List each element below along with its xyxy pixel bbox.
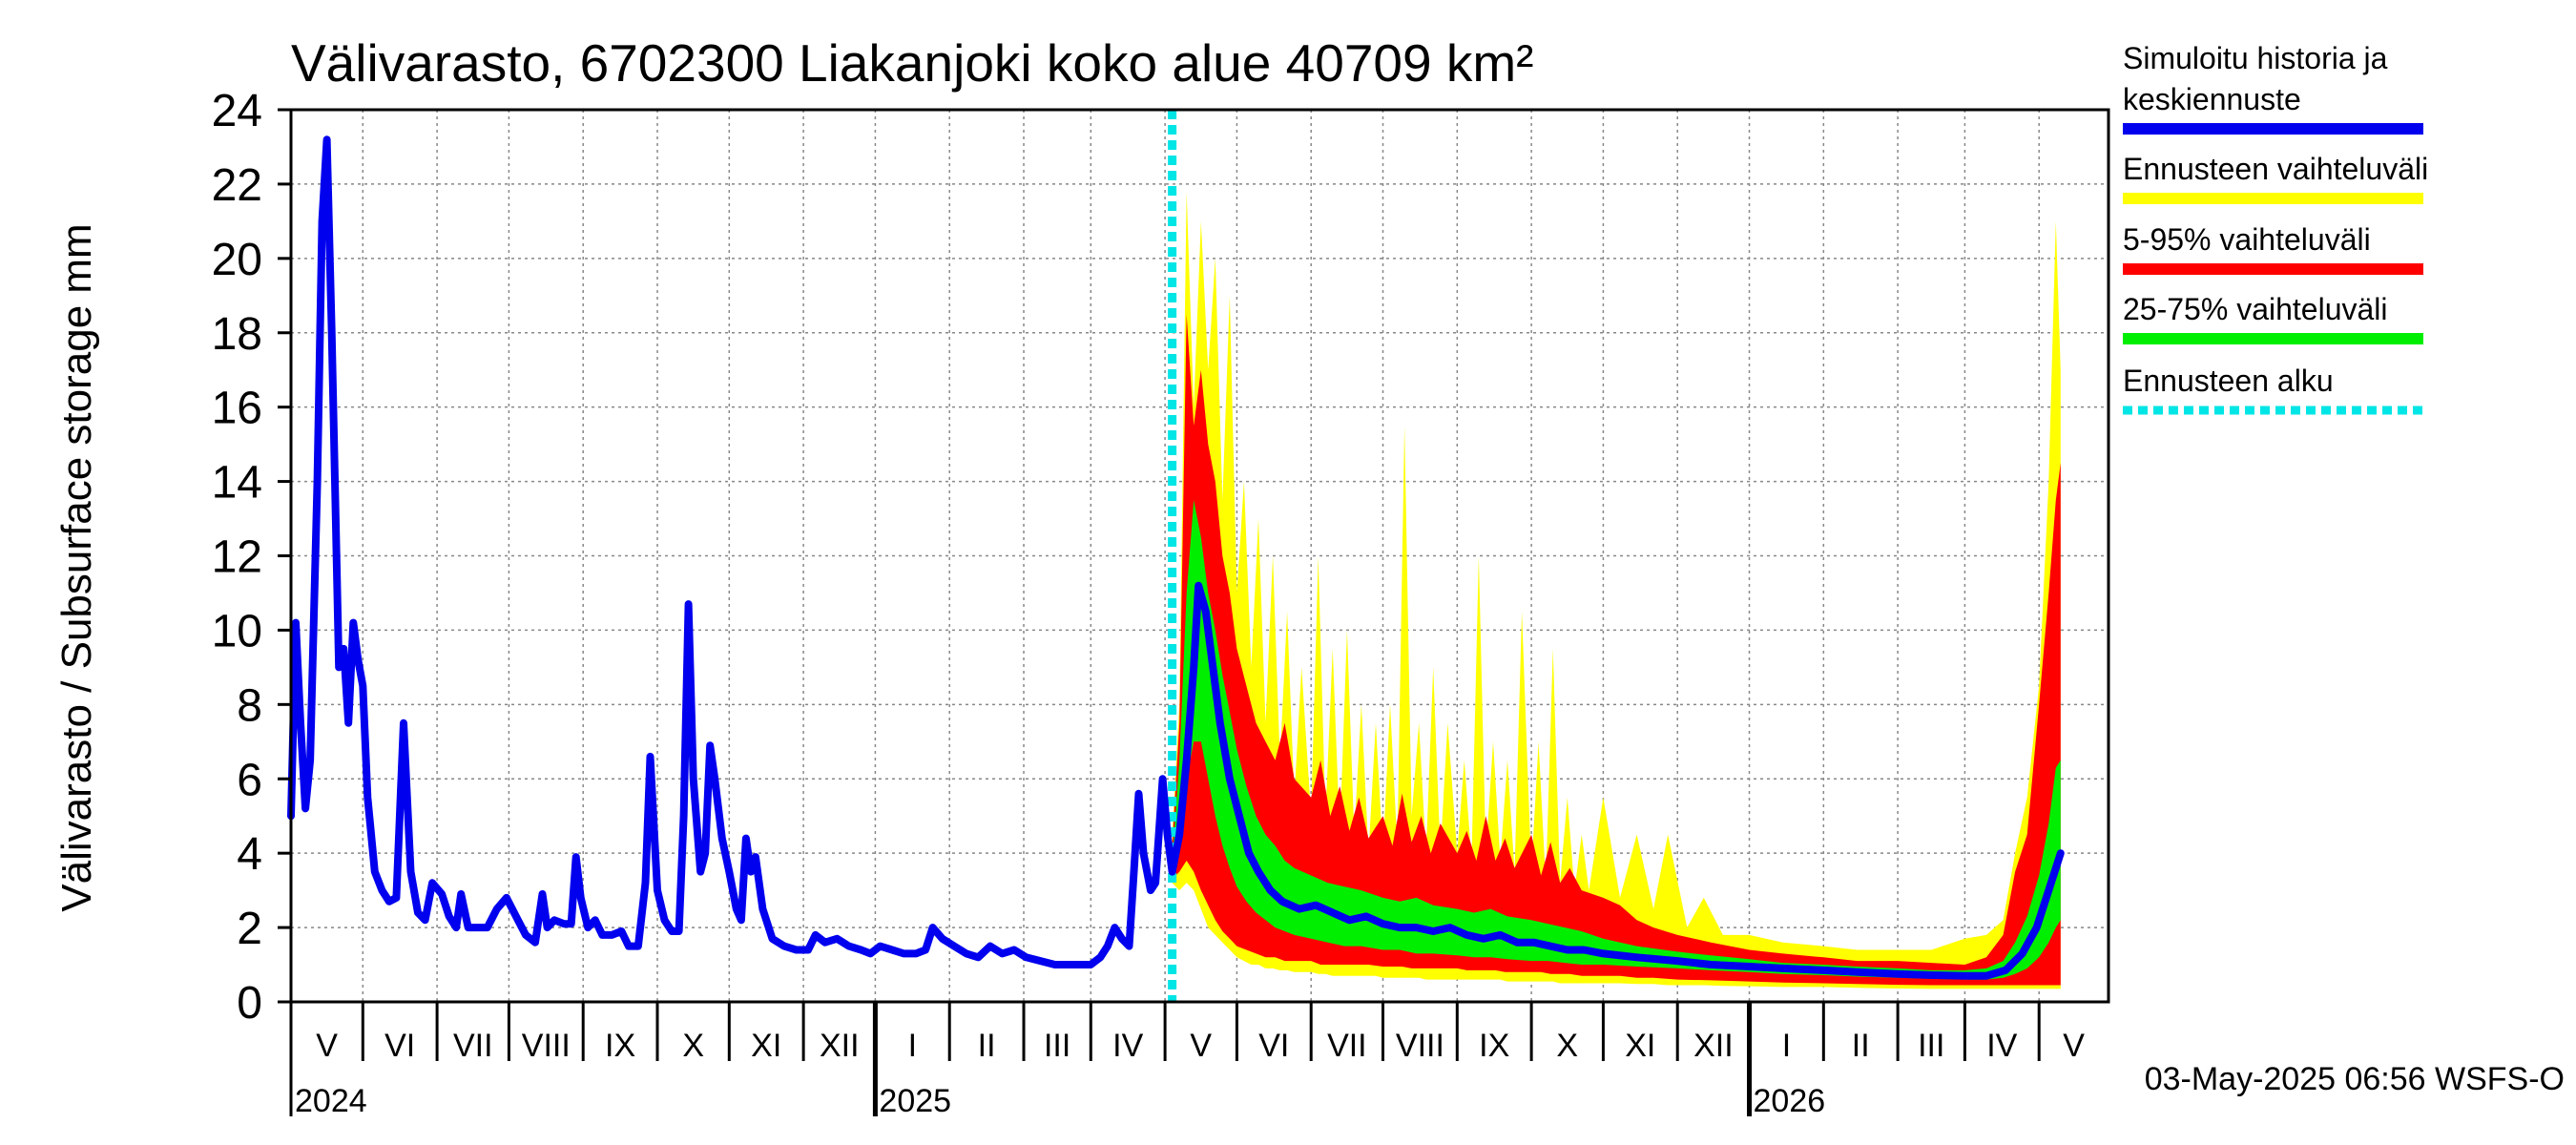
month-label: X <box>1556 1028 1578 1064</box>
y-tick-label: 14 <box>212 458 262 509</box>
month-label: IX <box>1479 1028 1509 1064</box>
month-label: V <box>316 1028 338 1064</box>
footer-timestamp: 03-May-2025 06:56 WSFS-O <box>2145 1061 2565 1097</box>
median-line <box>287 135 2065 980</box>
legend-label: keskiennuste <box>2123 82 2301 116</box>
month-label: XII <box>1693 1028 1734 1064</box>
y-tick-label: 0 <box>237 978 262 1029</box>
month-label: IV <box>1112 1028 1143 1064</box>
month-label: XI <box>751 1028 781 1064</box>
legend-label: Ennusteen vaihteluväli <box>2123 152 2428 186</box>
y-tick-label: 12 <box>212 532 262 583</box>
legend-label: 25-75% vaihteluväli <box>2123 292 2388 326</box>
month-label: VII <box>1327 1028 1367 1064</box>
month-label: V <box>2063 1028 2085 1064</box>
month-label: VIII <box>522 1028 571 1064</box>
month-label: III <box>1918 1028 1944 1064</box>
y-tick-label: 22 <box>212 160 262 211</box>
y-tick-label: 24 <box>212 86 262 136</box>
year-label: 2025 <box>879 1083 951 1119</box>
month-label: X <box>682 1028 704 1064</box>
y-tick-label: 2 <box>237 904 262 954</box>
x-axis: V VI VII VIII IX X XI XII I II III IV V VI VII VIII IX X X… <box>289 1000 2109 1119</box>
month-label: II <box>978 1028 996 1064</box>
month-label: XII <box>820 1028 860 1064</box>
legend-label: 5-95% vaihteluväli <box>2123 222 2371 257</box>
y-tick-label: 10 <box>212 606 262 656</box>
y-tick-label: 8 <box>237 680 262 731</box>
y-axis-label: Välivarasto / Subsurface storage mm <box>53 223 100 911</box>
month-label: I <box>908 1028 917 1064</box>
chart-title: Välivarasto, 6702300 Liakanjoki koko alu… <box>291 33 1534 93</box>
y-tick-label: 6 <box>237 755 262 805</box>
band-5-95-vaihteluv-li <box>1172 314 2061 986</box>
month-label: II <box>1852 1028 1870 1064</box>
legend: Simuloitu historia ja keskiennuste Ennuste… <box>2123 41 2428 415</box>
month-label: I <box>1782 1028 1791 1064</box>
y-tick-label: 4 <box>237 829 262 880</box>
legend-label: Ennusteen alku <box>2123 364 2334 398</box>
month-label: IV <box>1986 1028 2017 1064</box>
median-line-group <box>287 110 2065 1002</box>
y-tick-label: 18 <box>212 309 262 360</box>
month-label: VII <box>453 1028 493 1064</box>
month-label: IX <box>605 1028 635 1064</box>
month-label: V <box>1190 1028 1212 1064</box>
forecast-bands <box>1172 191 2061 989</box>
band-ennusteen-vaihteluv-li <box>1172 191 2061 989</box>
legend-label: Simuloitu historia ja <box>2123 41 2388 75</box>
year-label: 2024 <box>295 1083 367 1119</box>
year-label: 2026 <box>1754 1083 1826 1119</box>
month-label: VI <box>1258 1028 1289 1064</box>
month-label: III <box>1044 1028 1070 1064</box>
y-tick-label: 16 <box>212 384 262 434</box>
month-label: VI <box>384 1028 415 1064</box>
month-label: VIII <box>1396 1028 1444 1064</box>
month-label: XI <box>1625 1028 1655 1064</box>
y-tick-label: 20 <box>212 235 262 285</box>
